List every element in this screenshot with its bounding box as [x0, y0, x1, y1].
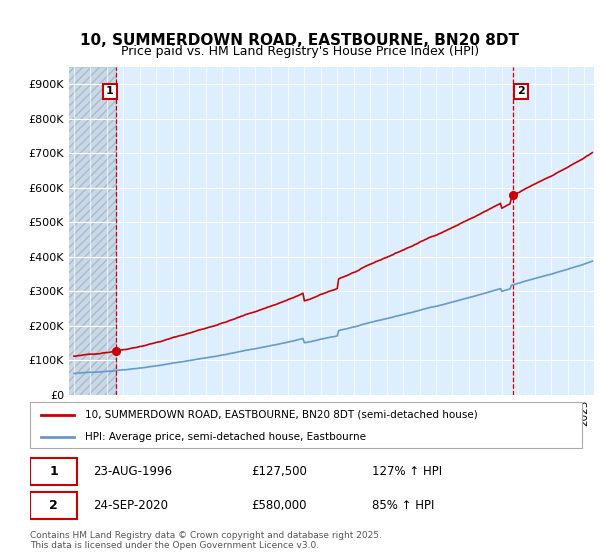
FancyBboxPatch shape [30, 402, 582, 448]
Text: £580,000: £580,000 [251, 500, 307, 512]
Text: 1: 1 [49, 465, 58, 478]
Text: 10, SUMMERDOWN ROAD, EASTBOURNE, BN20 8DT: 10, SUMMERDOWN ROAD, EASTBOURNE, BN20 8D… [80, 33, 520, 48]
Text: Price paid vs. HM Land Registry's House Price Index (HPI): Price paid vs. HM Land Registry's House … [121, 45, 479, 58]
FancyBboxPatch shape [30, 492, 77, 520]
Text: 127% ↑ HPI: 127% ↑ HPI [372, 465, 442, 478]
Bar [66, 67, 116, 395]
Text: 23-AUG-1996: 23-AUG-1996 [94, 465, 172, 478]
Text: HPI: Average price, semi-detached house, Eastbourne: HPI: Average price, semi-detached house,… [85, 432, 366, 441]
Text: 24-SEP-2020: 24-SEP-2020 [94, 500, 169, 512]
Text: 85% ↑ HPI: 85% ↑ HPI [372, 500, 434, 512]
Text: 2: 2 [517, 86, 525, 96]
Text: £127,500: £127,500 [251, 465, 307, 478]
Text: 1: 1 [106, 86, 114, 96]
FancyBboxPatch shape [30, 458, 77, 485]
Text: Contains HM Land Registry data © Crown copyright and database right 2025.
This d: Contains HM Land Registry data © Crown c… [30, 531, 382, 550]
Text: 2: 2 [49, 500, 58, 512]
Text: 10, SUMMERDOWN ROAD, EASTBOURNE, BN20 8DT (semi-detached house): 10, SUMMERDOWN ROAD, EASTBOURNE, BN20 8D… [85, 410, 478, 420]
